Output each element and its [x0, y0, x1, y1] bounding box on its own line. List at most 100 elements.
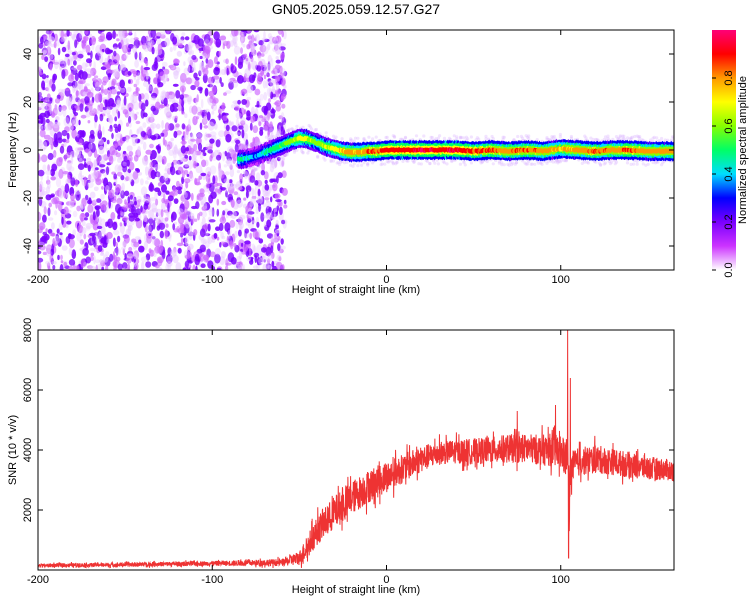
- noise-cell: [120, 174, 125, 181]
- noise-cell: [152, 219, 156, 230]
- noise-cell: [183, 178, 191, 184]
- noise-cell: [45, 194, 52, 201]
- noise-cell: [148, 248, 152, 254]
- noise-cell: [149, 143, 154, 149]
- noise-cell: [260, 53, 265, 57]
- noise-cell: [104, 256, 111, 267]
- noise-cell: [150, 169, 156, 180]
- noise-cell: [250, 115, 256, 123]
- noise-cell: [45, 96, 50, 103]
- noise-cell: [201, 111, 205, 118]
- noise-cell: [71, 249, 77, 260]
- noise-cell: [106, 231, 113, 240]
- noise-cell: [263, 74, 267, 80]
- noise-cell: [212, 175, 216, 185]
- noise-cell: [97, 222, 102, 226]
- noise-cell: [86, 179, 91, 184]
- noise-cell: [150, 122, 157, 129]
- noise-cell: [105, 185, 110, 192]
- noise-cell: [207, 84, 214, 88]
- noise-cell: [107, 153, 113, 162]
- noise-cell: [192, 97, 198, 103]
- halo-cell: [622, 134, 626, 138]
- noise-cell: [127, 196, 131, 204]
- noise-cell: [76, 64, 83, 71]
- noise-cell: [41, 54, 45, 60]
- noise-cell: [162, 91, 168, 96]
- noise-cell: [191, 50, 194, 56]
- noise-cell: [124, 202, 131, 206]
- noise-cell: [69, 57, 73, 66]
- noise-cell: [224, 188, 228, 193]
- noise-cell: [64, 88, 70, 92]
- noise-cell: [183, 187, 187, 196]
- noise-cell: [213, 56, 218, 65]
- noise-cell: [184, 43, 191, 52]
- noise-cell: [71, 80, 78, 89]
- halo-cell: [403, 135, 408, 139]
- noise-cell: [114, 95, 121, 105]
- noise-cell: [230, 104, 236, 109]
- noise-cell: [231, 30, 238, 37]
- noise-cell: [99, 164, 106, 168]
- noise-cell: [172, 159, 178, 165]
- halo-cell: [558, 132, 563, 137]
- noise-cell: [252, 171, 256, 177]
- noise-cell: [156, 225, 161, 231]
- noise-cell: [184, 131, 190, 138]
- noise-cell: [251, 42, 255, 52]
- noise-cell: [258, 121, 262, 127]
- halo-cell: [277, 130, 281, 135]
- noise-cell: [213, 232, 218, 239]
- noise-cell: [165, 208, 168, 216]
- halo-cell: [255, 167, 259, 171]
- noise-cell: [128, 172, 133, 183]
- noise-cell: [61, 69, 66, 80]
- noise-cell: [199, 188, 205, 195]
- noise-cell: [205, 45, 211, 55]
- noise-cell: [249, 175, 256, 183]
- noise-cell: [199, 152, 204, 160]
- noise-cell: [60, 30, 64, 39]
- noise-cell: [144, 99, 149, 107]
- noise-cell: [116, 91, 121, 95]
- noise-cell: [55, 177, 62, 188]
- noise-cell: [249, 122, 253, 131]
- noise-cell: [246, 255, 252, 262]
- noise-cell: [140, 102, 146, 112]
- noise-cell: [225, 190, 228, 198]
- noise-cell: [94, 114, 98, 123]
- noise-cell: [41, 190, 48, 196]
- noise-cell: [235, 112, 242, 119]
- noise-cell: [154, 163, 161, 170]
- noise-cell: [74, 189, 81, 195]
- noise-cell: [123, 54, 129, 59]
- noise-cell: [42, 49, 48, 55]
- noise-cell: [203, 254, 210, 261]
- noise-cell: [216, 208, 220, 217]
- noise-cell: [133, 154, 139, 162]
- halo-cell: [340, 137, 344, 141]
- noise-cell: [113, 229, 120, 236]
- noise-cell: [281, 160, 285, 167]
- noise-cell: [95, 81, 100, 92]
- noise-cell: [205, 64, 209, 70]
- noise-cell: [238, 222, 245, 229]
- noise-cell: [95, 86, 101, 92]
- noise-cell: [74, 147, 81, 152]
- noise-cell: [78, 119, 81, 126]
- noise-cell: [187, 65, 191, 73]
- noise-cell: [262, 189, 269, 197]
- noise-cell: [246, 30, 251, 34]
- noise-cell: [186, 173, 190, 177]
- noise-cell: [116, 171, 123, 177]
- noise-cell: [144, 166, 149, 176]
- halo-cell: [445, 162, 449, 166]
- halo-cell: [395, 161, 399, 165]
- noise-cell: [222, 115, 228, 121]
- noise-cell: [68, 247, 73, 256]
- noise-cell: [86, 91, 94, 98]
- noise-cell: [106, 139, 110, 145]
- noise-cell: [70, 177, 76, 187]
- noise-cell: [207, 76, 213, 84]
